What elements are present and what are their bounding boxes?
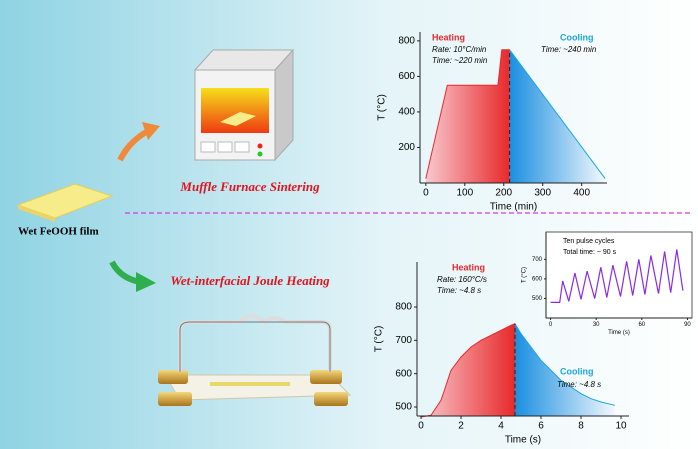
wire-outline — [179, 321, 331, 372]
y-tick-label: 800 — [395, 302, 412, 313]
x-tick-label: 8 — [578, 421, 584, 432]
y-axis-label: T (°C) — [374, 326, 385, 353]
annotation: Time: ~4.8 s — [557, 380, 601, 389]
inset-frame — [545, 231, 693, 319]
annotation: Total time: ~ 90 s — [563, 249, 617, 256]
annotation: Rate: 160°C/s — [437, 275, 487, 284]
annotation: Ten pulse cycles — [563, 238, 615, 245]
line — [509, 49, 606, 179]
annotation: Cooling — [560, 366, 594, 376]
film-edge — [18, 205, 55, 222]
annotation: Heating — [452, 262, 485, 272]
y-axis-label: T (°C) — [522, 267, 528, 283]
x-axis-label: Time (min) — [490, 202, 537, 213]
device-plate — [164, 374, 352, 401]
x-axis-label: Time (s) — [608, 330, 630, 336]
y-tick-label: 700 — [532, 257, 543, 263]
electrode — [310, 370, 342, 384]
annotation: Time: ~220 min — [432, 56, 488, 65]
x-tick-label: 200 — [495, 188, 512, 199]
furnace-sample — [220, 112, 256, 126]
area — [425, 49, 510, 183]
x-tick-label: 4 — [498, 421, 504, 432]
furnace-panel — [234, 141, 250, 153]
area — [509, 49, 606, 183]
device-sample — [210, 382, 290, 386]
annotation: Time: ~4.8 s — [437, 286, 481, 295]
x-tick-label: 6 — [538, 421, 544, 432]
x-tick-label: 60 — [638, 322, 645, 328]
line — [425, 49, 510, 179]
y-axis-label: T (°C) — [377, 94, 388, 121]
line — [550, 249, 684, 303]
y-tick-label: 500 — [532, 296, 543, 302]
electrode — [158, 392, 192, 406]
x-tick-label: 2 — [458, 421, 464, 432]
y-tick-label: 600 — [398, 71, 415, 82]
film-label: Wet FeOOH film — [18, 226, 99, 238]
annotation: Rate: 10°C/min — [432, 45, 487, 54]
x-tick-label: 100 — [456, 188, 473, 199]
x-tick-label: 10 — [615, 421, 627, 432]
furnace-light — [257, 151, 263, 157]
area — [515, 323, 615, 416]
x-tick-label: 0 — [549, 322, 553, 328]
x-tick-label: 300 — [534, 188, 551, 199]
y-tick-label: 600 — [395, 368, 412, 379]
furnace-panel — [217, 141, 233, 153]
electrode — [158, 370, 188, 384]
y-tick-label: 200 — [398, 142, 415, 153]
furnace-light — [257, 143, 263, 149]
x-tick-label: 400 — [573, 188, 590, 199]
arrow-head — [136, 272, 156, 292]
x-tick-label: 90 — [684, 322, 691, 328]
y-tick-label: 500 — [395, 402, 412, 413]
line — [420, 323, 516, 418]
electrode — [314, 392, 348, 406]
annotation: Time: ~240 min — [541, 45, 597, 54]
y-tick-label: 800 — [398, 36, 415, 47]
area — [421, 323, 515, 417]
annotation: Cooling — [560, 32, 594, 42]
furnace-panel — [200, 141, 216, 153]
x-tick-label: 30 — [593, 322, 600, 328]
arrow-head — [142, 122, 160, 140]
method-label: Muffle Furnace Sintering — [179, 179, 320, 194]
y-tick-label: 600 — [532, 276, 543, 282]
furnace-window — [201, 88, 269, 133]
line — [514, 323, 616, 406]
x-tick-label: 0 — [423, 188, 429, 199]
furnace-side — [274, 48, 294, 162]
y-tick-label: 400 — [398, 107, 415, 118]
y-tick-label: 700 — [395, 335, 412, 346]
x-tick-label: 0 — [418, 421, 424, 432]
x-axis-label: Time (s) — [505, 435, 541, 446]
method-label: Wet-interfacial Joule Heating — [170, 273, 330, 288]
annotation: Heating — [432, 32, 465, 42]
annotations: Heating Rate: 10°C/min Time: ~220 min Co… — [432, 32, 601, 389]
